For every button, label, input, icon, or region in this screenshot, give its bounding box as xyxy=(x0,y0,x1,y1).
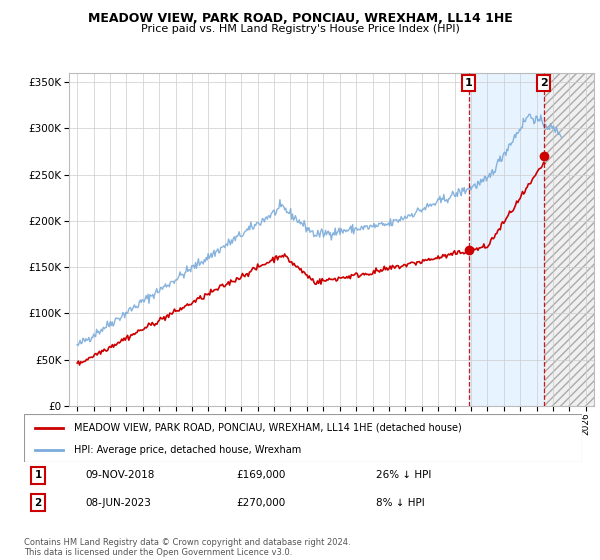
FancyBboxPatch shape xyxy=(24,414,582,462)
Text: 2: 2 xyxy=(34,497,41,507)
Text: 09-NOV-2018: 09-NOV-2018 xyxy=(85,470,155,480)
Text: 2: 2 xyxy=(540,78,548,88)
Text: 8% ↓ HPI: 8% ↓ HPI xyxy=(376,497,424,507)
Text: Contains HM Land Registry data © Crown copyright and database right 2024.
This d: Contains HM Land Registry data © Crown c… xyxy=(24,538,350,557)
Text: 1: 1 xyxy=(34,470,41,480)
Text: Price paid vs. HM Land Registry's House Price Index (HPI): Price paid vs. HM Land Registry's House … xyxy=(140,24,460,34)
Text: 08-JUN-2023: 08-JUN-2023 xyxy=(85,497,151,507)
Text: MEADOW VIEW, PARK ROAD, PONCIAU, WREXHAM, LL14 1HE: MEADOW VIEW, PARK ROAD, PONCIAU, WREXHAM… xyxy=(88,12,512,25)
Bar xyxy=(469,73,544,406)
Text: 26% ↓ HPI: 26% ↓ HPI xyxy=(376,470,431,480)
Text: HPI: Average price, detached house, Wrexham: HPI: Average price, detached house, Wrex… xyxy=(74,445,301,455)
Text: £270,000: £270,000 xyxy=(236,497,285,507)
Text: MEADOW VIEW, PARK ROAD, PONCIAU, WREXHAM, LL14 1HE (detached house): MEADOW VIEW, PARK ROAD, PONCIAU, WREXHAM… xyxy=(74,423,462,433)
Text: 1: 1 xyxy=(465,78,473,88)
Bar xyxy=(544,73,594,406)
Text: £169,000: £169,000 xyxy=(236,470,286,480)
